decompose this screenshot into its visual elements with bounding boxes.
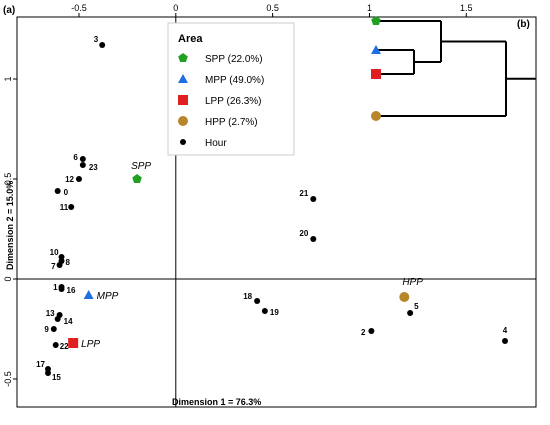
legend-marker-circle	[178, 116, 188, 126]
hour-point	[52, 342, 59, 348]
legend-marker-pentagon	[178, 53, 188, 62]
hour-label: 2	[361, 328, 366, 337]
y-tick-label: 1	[3, 76, 13, 81]
hour-label: 22	[60, 342, 69, 351]
hour-label: 5	[414, 302, 419, 311]
hour-label: 7	[51, 262, 56, 271]
hour-label: 17	[36, 360, 45, 369]
y-axis: -0.5 0 0.5 1	[3, 76, 17, 387]
hour-label: 12	[65, 175, 74, 184]
hour-label: 4	[503, 326, 508, 335]
area-marker-spp	[132, 174, 142, 183]
x-tick-label: -0.5	[71, 3, 87, 13]
x-axis-title: Dimension 1 = 76.3%	[172, 397, 261, 407]
legend-label: LPP (26.3%)	[205, 96, 262, 107]
area-label-spp: SPP	[131, 161, 151, 172]
hour-point	[50, 326, 57, 332]
hour-point	[79, 162, 86, 168]
panel-label-right: (b)	[517, 19, 530, 30]
hour-point	[54, 188, 61, 194]
legend-marker-square	[178, 95, 188, 105]
legend: Area SPP (22.0%) MPP (49.0%) LPP (26.3%) HP…	[167, 22, 295, 156]
hour-label: 8	[66, 258, 71, 267]
y-tick-label: 0	[3, 276, 13, 281]
hour-point	[79, 156, 86, 162]
dendrogram-leaf-hpp	[371, 111, 381, 121]
hour-label: 16	[67, 286, 76, 295]
dendrogram-leaf-mpp	[371, 45, 381, 54]
x-tick-label: 0.5	[266, 3, 279, 13]
hour-label: 9	[44, 325, 49, 334]
hour-label: 23	[89, 163, 98, 172]
y-tick-label: 0.5	[3, 173, 13, 186]
hour-label: 3	[94, 35, 99, 44]
hour-point	[44, 366, 51, 372]
hour-point	[58, 286, 65, 292]
x-tick-label: 0	[173, 3, 178, 13]
legend-label: SPP (22.0%)	[205, 54, 263, 65]
hour-label: 15	[52, 373, 61, 382]
area-marker-mpp	[83, 290, 94, 299]
area-label-mpp: MPP	[97, 291, 119, 302]
legend-label: MPP (49.0%)	[205, 75, 264, 86]
hour-label: 19	[270, 308, 279, 317]
legend-label: HPP (2.7%)	[205, 117, 258, 128]
hour-label: 0	[64, 188, 69, 197]
hour-label: 11	[60, 203, 69, 212]
hour-point	[68, 204, 75, 210]
dendrogram-leaf-lpp	[371, 69, 381, 79]
hour-point	[368, 328, 375, 334]
hour-label: 13	[46, 309, 55, 318]
hour-label: 1	[53, 283, 58, 292]
hour-point	[58, 254, 65, 260]
area-label-lpp: LPP	[81, 339, 100, 350]
y-axis-title: Dimension 2 = 15.0%	[5, 181, 15, 270]
hour-point	[310, 196, 317, 202]
panel-label-left: (a)	[3, 5, 15, 16]
legend-box	[167, 22, 295, 156]
hour-label: 20	[299, 229, 308, 238]
x-axis: -0.5 0 0.5 1 1.5	[71, 3, 473, 17]
legend-label: Hour	[205, 138, 227, 149]
legend-marker-dot	[180, 139, 186, 145]
hour-point	[75, 176, 82, 182]
hour-label: 6	[73, 153, 78, 162]
legend-marker-triangle	[178, 74, 188, 83]
hour-point	[99, 42, 106, 48]
hour-label: 10	[50, 248, 59, 257]
y-tick-label: -0.5	[3, 371, 13, 387]
hour-point	[502, 338, 509, 344]
hour-label: 18	[243, 292, 252, 301]
area-marker-hpp	[399, 292, 410, 302]
hour-label: 14	[64, 317, 73, 326]
hour-label: 21	[299, 189, 308, 198]
hour-point	[310, 236, 317, 242]
legend-title: Area	[178, 33, 203, 45]
dendrogram	[371, 16, 536, 121]
hour-point	[407, 310, 414, 316]
area-label-hpp: HPP	[402, 277, 423, 288]
area-marker-lpp	[68, 338, 79, 348]
x-tick-label: 1.5	[460, 3, 473, 13]
hour-point	[261, 308, 268, 314]
hour-point	[254, 298, 261, 304]
x-tick-label: 1	[367, 3, 372, 13]
dendrogram-leaf-spp	[371, 16, 381, 25]
hour-point	[54, 316, 61, 322]
